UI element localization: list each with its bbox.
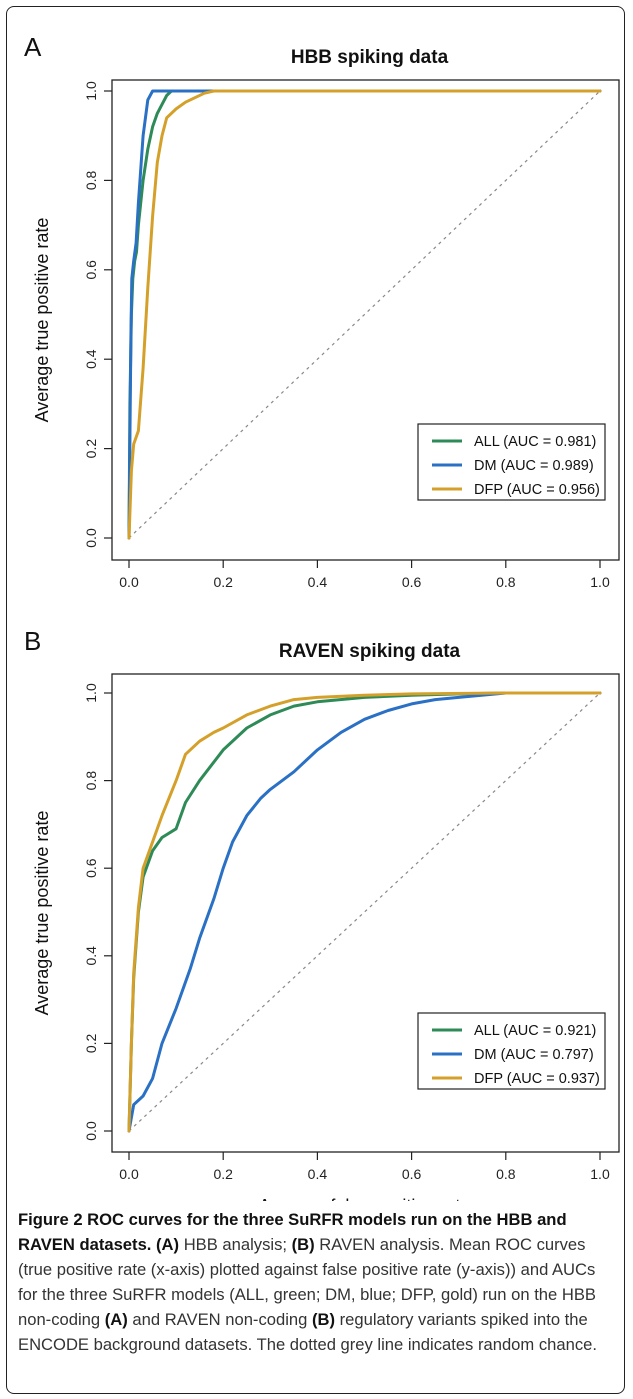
x-axis-label: Average false positive rate: [259, 1196, 471, 1201]
plot-frame: [111, 673, 620, 1153]
y-axis-label: Average true positive rate: [32, 218, 52, 423]
legend-entry: ALL (AUC = 0.921): [474, 1023, 596, 1039]
x-tick-label: 0.8: [496, 574, 516, 590]
panel-label: B: [24, 626, 41, 656]
series-line-dfp: [127, 89, 602, 540]
legend-entry: DM (AUC = 0.989): [474, 458, 594, 474]
y-tick-label: 0.4: [83, 946, 99, 966]
series-line-dm: [127, 691, 602, 1133]
x-tick-label: 1.0: [590, 574, 610, 590]
y-axis-label: Average true positive rate: [32, 811, 52, 1016]
x-tick-label: 0.6: [402, 1166, 422, 1182]
legend-box: [417, 423, 606, 501]
panel-label: A: [24, 32, 42, 62]
y-tick-label: 0.6: [83, 260, 99, 280]
x-tick-label: 0.8: [496, 1166, 516, 1182]
y-tick-label: 0.4: [83, 349, 99, 369]
x-tick-label: 0.2: [213, 1166, 233, 1182]
legend-entry: DFP (AUC = 0.956): [474, 482, 600, 498]
x-tick-label: 0.0: [119, 574, 139, 590]
caption-a-label-2: (A): [104, 1310, 128, 1329]
caption-end-text: regulatory variants spiked into the ENCO…: [18, 1310, 597, 1354]
caption-b-text: RAVEN analysis. Mean ROC curves (true po…: [18, 1235, 596, 1329]
y-tick-label: 0.0: [83, 528, 99, 548]
series-line-dfp: [127, 691, 602, 1133]
chart-panel-b: B RAVEN spiking data 0.0 0.2 0.4 0.6 0.8 1.0 0.0…: [24, 626, 620, 1201]
y-tick-label: 0.6: [83, 858, 99, 878]
x-tick-label: 0.6: [402, 574, 422, 590]
x-tick-label: 0.0: [119, 1166, 139, 1182]
figure-frame: [6, 6, 625, 1394]
legend-entry: DFP (AUC = 0.937): [474, 1071, 600, 1087]
y-tick-label: 0.8: [83, 170, 99, 190]
legend-box: [417, 1012, 606, 1090]
y-tick-label: 0.2: [83, 1033, 99, 1053]
caption-b-label-2: (B): [311, 1310, 336, 1329]
legend-entry: DM (AUC = 0.797): [474, 1047, 594, 1063]
x-tick-label: 0.2: [213, 574, 233, 590]
x-tick-label: 0.4: [308, 574, 328, 590]
caption-b-label: (B): [291, 1235, 315, 1254]
x-tick-label: 1.0: [590, 1166, 610, 1182]
series-line-dm: [127, 89, 602, 540]
y-tick-label: 0.8: [83, 771, 99, 791]
caption-title: Figure 2 ROC curves for the three SuRFR …: [18, 1210, 567, 1254]
plot-frame: [111, 79, 620, 561]
caption-a-text: HBB analysis;: [179, 1235, 292, 1254]
x-tick-label: 0.4: [308, 1166, 328, 1182]
y-tick-label: 1.0: [83, 683, 99, 703]
chart-panel-a: A HBB spiking data 0.0 0.2 0.4 0.6 0.8 1.0 0.0 0.…: [24, 32, 620, 605]
chance-line: [128, 692, 601, 1132]
legend-entry: ALL (AUC = 0.981): [474, 434, 596, 450]
x-axis-label: Average false positive rate: [259, 604, 471, 605]
y-tick-label: 0.2: [83, 439, 99, 459]
chart-title: HBB spiking data: [291, 47, 449, 68]
caption-mid-text: and RAVEN non-coding: [127, 1310, 312, 1329]
y-tick-label: 0.0: [83, 1121, 99, 1141]
chart-title: RAVEN spiking data: [279, 641, 461, 662]
y-tick-label: 1.0: [83, 81, 99, 101]
caption-a-label: (A): [156, 1235, 180, 1254]
chance-line: [128, 90, 601, 539]
figure-caption: Figure 2 ROC curves for the three SuRFR …: [18, 1207, 618, 1357]
